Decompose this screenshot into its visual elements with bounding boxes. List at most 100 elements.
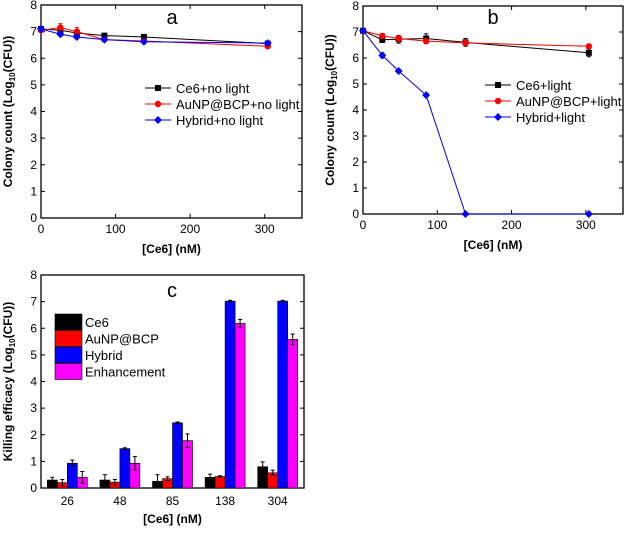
legend-label: Enhancement (85, 365, 166, 380)
y-axis-label-main: Killing efficacy (Log (1, 347, 15, 461)
y-axis-label-subscript: 10 (8, 338, 17, 347)
data-point (140, 33, 147, 40)
data-point (379, 36, 386, 43)
data-point (422, 37, 430, 45)
y-tick-label: 2 (352, 155, 359, 169)
y-tick-label: 7 (30, 295, 37, 309)
y-tick-label: 2 (30, 428, 37, 442)
x-axis-label: [Ce6] (nM) (142, 242, 201, 256)
legend-marker (495, 82, 501, 88)
y-axis-label-main: Colony count (Log (1, 81, 15, 187)
y-tick-label: 1 (30, 184, 37, 198)
y-tick-label: 5 (352, 77, 359, 91)
legend-label: AuNP@BCP (85, 332, 159, 347)
y-tick-label: 3 (30, 401, 37, 415)
y-tick-label: 8 (352, 0, 359, 13)
y-tick-label: 8 (30, 0, 37, 12)
y-tick-label: 0 (352, 207, 359, 221)
data-point (584, 210, 593, 218)
bar-aunp-bcp (214, 476, 226, 489)
x-tick-label: 0 (360, 218, 367, 232)
data-point (359, 26, 367, 35)
series-line (362, 30, 589, 215)
legend-marker (154, 100, 162, 108)
data-point (394, 67, 403, 75)
legend-marker (155, 85, 161, 91)
y-axis-label-subscript: 10 (330, 70, 339, 79)
series-line (362, 30, 589, 54)
series-line (40, 28, 268, 44)
legend-swatch (54, 346, 83, 364)
legend-label: Ce6 (85, 315, 109, 330)
legend-marker (494, 97, 502, 105)
y-axis-label: Killing efficacy (Log10(CFU)) (1, 302, 17, 462)
x-axis-label: [Ce6] (nM) (464, 238, 523, 252)
y-tick-label: 1 (30, 454, 37, 468)
series-aunp-bcp-light (359, 27, 593, 50)
data-point (139, 37, 148, 46)
bar-hybrid (277, 300, 289, 489)
legend-marker (154, 116, 162, 124)
y-tick-label: 4 (30, 375, 37, 389)
legend-label: Ce6+no light (176, 81, 250, 96)
x-tick-label: 200 (502, 218, 522, 232)
y-tick-label: 5 (30, 78, 37, 92)
y-axis-label: Colony count (Log10(CFU)) (323, 34, 339, 186)
data-point (585, 49, 592, 56)
x-tick-label: 304 (268, 494, 288, 508)
data-point (461, 210, 470, 218)
data-point (422, 91, 431, 100)
panel-label: c (167, 280, 177, 302)
data-point (72, 32, 81, 41)
y-axis-label-end: (CFU)) (1, 36, 15, 73)
legend-swatch (54, 363, 83, 380)
data-point (462, 39, 469, 47)
series-hybrid-light (359, 26, 593, 218)
y-axis-label-end: (CFU)) (1, 302, 15, 339)
panel-label: b (487, 7, 498, 29)
legend-label: AuNP@BCP+light (516, 94, 622, 109)
y-tick-label: 4 (352, 103, 359, 117)
x-tick-label: 100 (427, 218, 447, 232)
y-tick-label: 1 (352, 181, 359, 195)
chart-panel-a: 0 1 2 3 4 5 6 7 8 a [Ce6] (nM) Colony count (Log10(… (1, 0, 303, 256)
legend-label: AuNP@BCP+no light (176, 97, 300, 112)
x-tick-label: 300 (576, 218, 596, 232)
x-tick-label: 0 (38, 222, 45, 236)
x-tick-label: 138 (215, 494, 235, 508)
y-axis-label-subscript: 10 (8, 72, 17, 81)
data-point (100, 35, 109, 44)
data-point (585, 43, 593, 50)
y-tick-label: 0 (30, 481, 37, 495)
x-tick-label: 26 (61, 494, 75, 508)
legend-label: Hybrid (85, 348, 123, 363)
y-tick-label: 4 (30, 105, 37, 119)
y-tick-label: 3 (352, 129, 359, 143)
x-tick-label: 48 (113, 494, 127, 508)
data-point (395, 35, 402, 42)
legend-swatch (54, 330, 83, 347)
x-tick-label: 85 (166, 494, 180, 508)
x-tick-label: 300 (255, 222, 275, 236)
y-tick-label: 7 (352, 25, 359, 39)
y-tick-label: 3 (30, 131, 37, 145)
chart-panel-c: 0 1 2 3 4 5 6 7 8 c [Ce6] (nM) Killing efficacy (Lo… (1, 268, 305, 526)
y-tick-label: 6 (30, 321, 37, 335)
data-point (57, 24, 64, 31)
y-tick-label: 7 (30, 25, 37, 39)
x-tick-label: 200 (180, 222, 200, 236)
series-hybrid-no-light (37, 24, 272, 48)
data-point (56, 30, 65, 39)
bar-hybrid (67, 462, 78, 489)
data-point (379, 32, 386, 40)
legend-swatch (54, 313, 83, 331)
y-tick-label: 8 (30, 268, 37, 282)
legend-label: Ce6+light (516, 78, 572, 93)
chart-panel-b: 0 1 2 3 4 5 6 7 8 b [Ce6] (nM) Colony count (Log10(… (323, 0, 624, 252)
y-tick-label: 6 (352, 51, 359, 65)
bar-hybrid (172, 422, 183, 489)
legend-label: Hybrid+no light (176, 113, 263, 128)
series-line (362, 30, 589, 47)
legend-marker (494, 113, 502, 121)
